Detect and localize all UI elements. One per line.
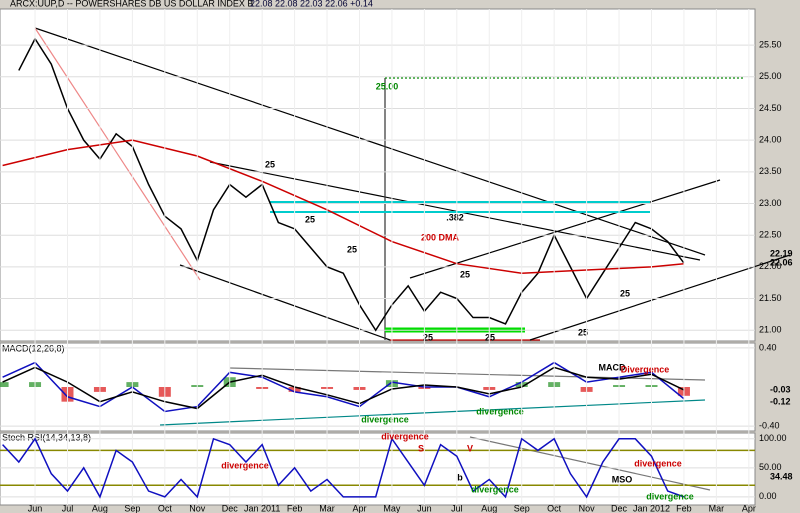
x-tick-label: Mar [319,503,335,513]
annotation: -0.12 [770,396,791,406]
annotation: divergence [381,431,429,441]
annotation: divergence [476,406,524,416]
x-tick-label: Jun [417,503,432,513]
header-quote: 22.08 22.08 22.03 22.06 +0.14 [250,0,373,8]
y-tick-label: 22.50 [759,230,782,240]
y-tick-label: 22.00 [759,261,782,271]
annotation: divergence [361,414,409,424]
annotation: 22.19 [770,248,793,258]
x-tick-label: Aug [92,503,108,513]
annotation: 25 [460,269,470,279]
price-panel [0,8,756,342]
x-tick-label: Apr [352,503,366,513]
annotation: S [418,443,424,453]
annotation: 200 DMA [421,232,460,242]
x-tick-label: Nov [579,503,596,513]
series-line [18,37,685,332]
annotation: b [457,472,463,482]
annotation: divergence [471,484,519,494]
y-tick-label: 24.50 [759,103,782,113]
x-tick-label: Apr [742,503,756,513]
y-tick-label: 23.00 [759,198,782,208]
x-tick-label: Feb [676,503,692,513]
annotation: 25 [347,244,357,254]
x-tick-label: Nov [189,503,206,513]
annotation: 25 [305,214,315,224]
x-tick-label: Sep [514,503,530,513]
x-tick-label: Jan 2011 [244,503,280,513]
x-tick-label: May [383,503,401,513]
panel-title: Stoch RSI(14,34,13,8) [2,432,91,442]
y-tick-label: 0.40 [759,342,777,352]
x-tick-label: Mar [709,503,725,513]
x-tick-label: Dec [222,503,239,513]
x-tick-label: Jun [28,503,43,513]
annotation: -0.03 [770,384,791,394]
histogram-bar [0,382,9,387]
x-tick-label: Oct [547,503,562,513]
series-line [2,437,685,499]
y-tick-label: 24.00 [759,135,782,145]
annotation: 22.06 [770,257,793,267]
x-tick-label: Jan 2012 [633,503,670,513]
annotation: .382 [446,212,464,222]
y-tick-label: 23.50 [759,166,782,176]
y-tick-label: 21.00 [759,325,782,335]
annotation: V [467,443,473,453]
x-tick-label: Jul [451,503,463,513]
annotation: 25 [485,332,495,342]
y-tick-label: 0.00 [759,491,777,501]
annotation: divergence [646,491,694,501]
y-tick-label: 25.50 [759,39,782,49]
macd-panel [0,342,756,432]
y-tick-label: 50.00 [759,462,782,472]
x-tick-label: Jul [62,503,74,513]
header-title: ARCX:UUP,D -- POWERSHARES DB US DOLLAR I… [10,0,253,8]
x-tick-label: Sep [124,503,140,513]
x-tick-label: Dec [611,503,628,513]
annotation: 25 [578,327,588,337]
annotation: divergence [221,460,269,470]
annotation: 25.00 [376,81,399,91]
y-tick-label: 21.50 [759,293,782,303]
stoch-panel [0,432,756,506]
series-line [2,366,685,410]
x-tick-label: Aug [481,503,497,513]
annotation: 34.48 [770,471,793,481]
annotation: Divergence [621,364,670,374]
annotation: 25 [265,159,275,169]
annotation: divergence [634,458,682,468]
x-tick-label: Oct [158,503,173,513]
x-tick-label: Feb [287,503,303,513]
y-tick-label: -0.40 [759,420,780,430]
annotation: MSO [612,474,633,484]
y-tick-label: 25.00 [759,71,782,81]
annotation: 25 [620,288,630,298]
y-tick-label: 100.00 [759,433,787,443]
annotation: MACD [599,362,626,372]
annotation: 25 [423,332,433,342]
